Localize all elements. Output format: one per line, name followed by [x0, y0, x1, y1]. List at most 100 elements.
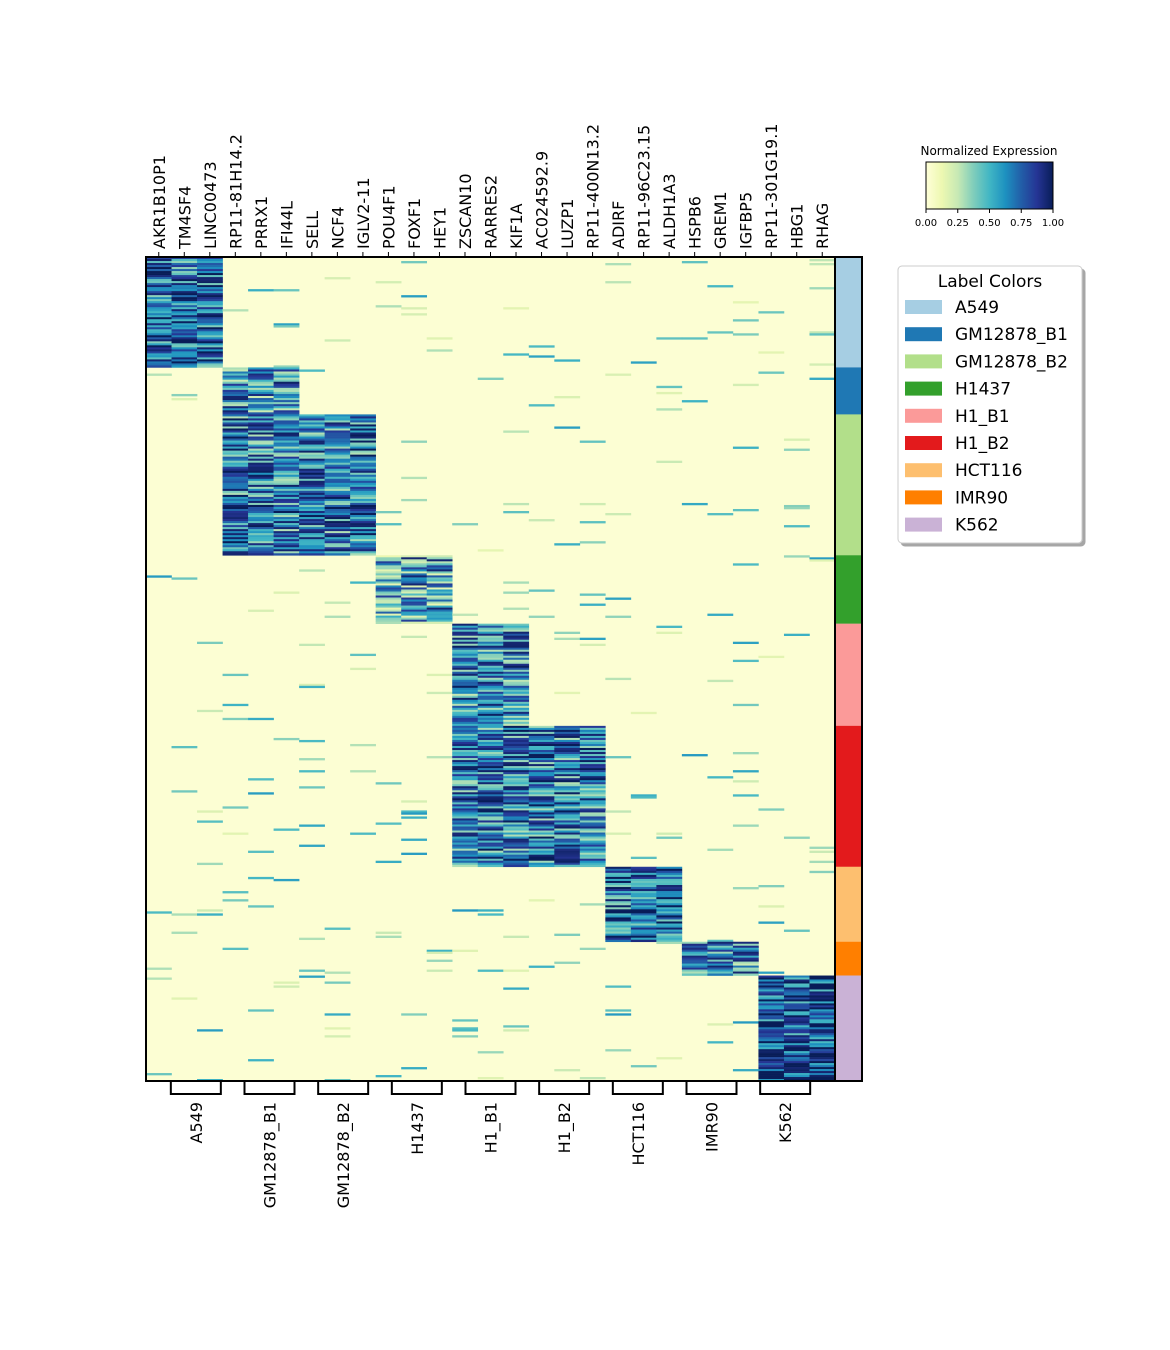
heatmap-cell: [324, 927, 351, 930]
heatmap-cell: [324, 549, 351, 552]
heatmap-cell: [222, 537, 249, 540]
heatmap-cell: [452, 786, 479, 789]
heatmap-cell: [171, 339, 198, 342]
legend-swatch: [905, 354, 942, 369]
heatmap-cell: [477, 752, 504, 755]
heatmap-cell: [197, 261, 223, 264]
heatmap-cell: [783, 1033, 810, 1036]
heatmap-cell: [554, 808, 581, 811]
heatmap-cell: [528, 848, 555, 851]
heatmap-cell: [248, 460, 274, 463]
heatmap-cell: [273, 387, 300, 391]
heatmap-cell: [324, 416, 351, 419]
heatmap-cell: [528, 754, 555, 757]
heatmap-cell: [299, 446, 325, 449]
heatmap-cell: [350, 458, 376, 461]
heatmap-cell: [197, 709, 223, 713]
heatmap-cell: [732, 969, 759, 972]
heatmap-cell: [503, 834, 530, 837]
heatmap-cell: [758, 985, 785, 988]
heatmap-cell: [707, 963, 734, 966]
heatmap-cell: [681, 965, 708, 968]
heatmap-cell: [324, 545, 351, 548]
heatmap-cell: [477, 723, 504, 727]
heatmap-cell: [528, 741, 555, 745]
group-bar-segment: [836, 623, 862, 727]
heatmap-cell: [197, 301, 223, 304]
heatmap-cell: [528, 345, 555, 348]
heatmap-cell: [605, 901, 632, 904]
heatmap-cell: [452, 864, 479, 868]
heatmap-cell: [171, 267, 198, 270]
legend-label: IMR90: [955, 488, 1008, 508]
heatmap-cell: [503, 629, 530, 632]
heatmap-cell: [732, 301, 759, 304]
heatmap-cell: [222, 428, 249, 431]
heatmap-cell: [605, 832, 632, 835]
heatmap-cell: [579, 840, 606, 843]
heatmap-cell: [554, 832, 581, 835]
heatmap-cell: [171, 398, 198, 401]
heatmap-cell: [248, 850, 274, 853]
heatmap-cell: [732, 333, 759, 336]
heatmap-cell: [554, 794, 581, 797]
heatmap-cell: [579, 808, 606, 811]
heatmap-cell: [528, 820, 555, 823]
heatmap-cell: [554, 786, 581, 789]
gene-label: IGLV2-11: [354, 177, 373, 249]
heatmap-cell: [503, 685, 530, 689]
heatmap-cell: [375, 822, 402, 825]
heatmap-cell: [452, 641, 479, 645]
heatmap-cell: [758, 1017, 785, 1020]
heatmap-cell: [452, 629, 479, 632]
heatmap-cell: [299, 969, 325, 972]
heatmap-cell: [350, 464, 376, 468]
heatmap-cell: [452, 806, 479, 809]
heatmap-cell: [324, 448, 351, 451]
heatmap-cell: [324, 468, 351, 472]
group-bracket: [390, 1082, 443, 1095]
heatmap-cell: [273, 545, 300, 548]
heatmap-cell: [528, 731, 555, 735]
heatmap-cell: [273, 389, 300, 393]
heatmap-cell: [732, 949, 759, 952]
heatmap-cell: [248, 521, 274, 524]
heatmap-cell: [732, 794, 759, 797]
heatmap-cell: [758, 1031, 785, 1034]
gene-label-axis: AKR1B10P1 TM4SF4 LINC00473 RP11-81H14.2 PRRX…: [150, 124, 832, 257]
heatmap-cell: [554, 758, 581, 761]
gene-label: HEY1: [431, 207, 450, 249]
heatmap-cell: [350, 581, 376, 584]
heatmap-cell: [273, 496, 300, 500]
heatmap-cell: [554, 836, 581, 839]
heatmap-cell: [452, 689, 479, 693]
heatmap-cell: [783, 1073, 810, 1076]
heatmap-cell: [579, 784, 606, 787]
heatmap-cell: [579, 750, 606, 753]
heatmap-cell: [579, 502, 606, 506]
heatmap-cell: [503, 687, 530, 691]
heatmap-cell: [452, 639, 479, 643]
heatmap-cell: [299, 937, 325, 941]
heatmap-cell: [426, 581, 453, 584]
heatmap-cell: [528, 788, 555, 791]
heatmap-cell: [375, 567, 402, 570]
heatmap-cell: [681, 947, 708, 950]
heatmap-cell: [528, 792, 555, 795]
heatmap-cell: [758, 1005, 785, 1008]
heatmap-cell: [248, 377, 274, 380]
heatmap-cell: [503, 808, 530, 811]
heatmap-cell: [477, 806, 504, 809]
heatmap-cell: [452, 739, 479, 743]
heatmap-cell: [273, 408, 300, 411]
heatmap-cell: [324, 414, 351, 417]
heatmap-cell: [503, 719, 530, 723]
heatmap-cell: [554, 770, 581, 773]
heatmap-cell: [222, 496, 249, 500]
heatmap-cell: [299, 464, 325, 468]
heatmap-cell: [222, 519, 249, 522]
heatmap-cell: [758, 1039, 785, 1042]
heatmap-cell: [528, 725, 555, 729]
heatmap-cell: [273, 533, 300, 536]
heatmap-cell: [809, 1003, 836, 1006]
